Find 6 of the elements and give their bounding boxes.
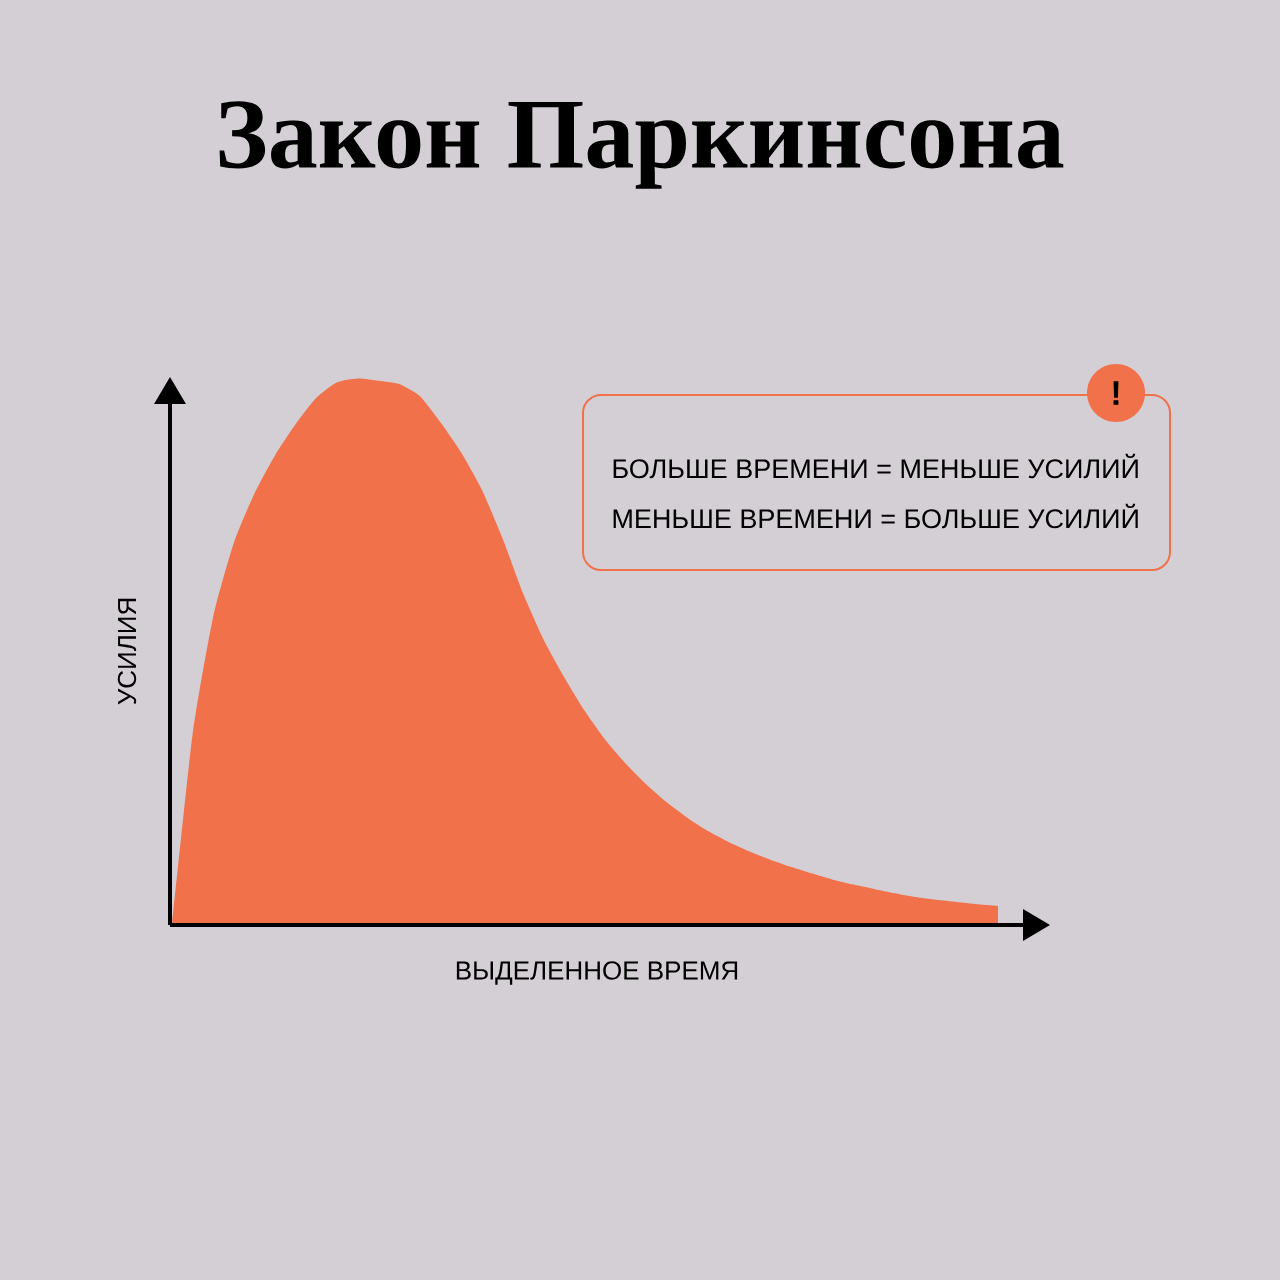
annotation: МЕНЬШЕ ВРЕМЕНИ = БОЛЬШЕ УСИЛИЙ bbox=[613, 503, 1138, 529]
y-axis-title: УСИЛИЯ bbox=[117, 598, 137, 705]
text: ! bbox=[1113, 381, 1119, 405]
chart-title: Закон Паркинсона bbox=[219, 101, 1064, 189]
annotation: БОЛЬШЕ ВРЕМЕНИ = МЕНЬШЕ УСИЛИЙ bbox=[613, 453, 1138, 479]
x-axis-title: ВЫДЕЛЕННОЕ ВРЕМЯ bbox=[456, 961, 738, 985]
